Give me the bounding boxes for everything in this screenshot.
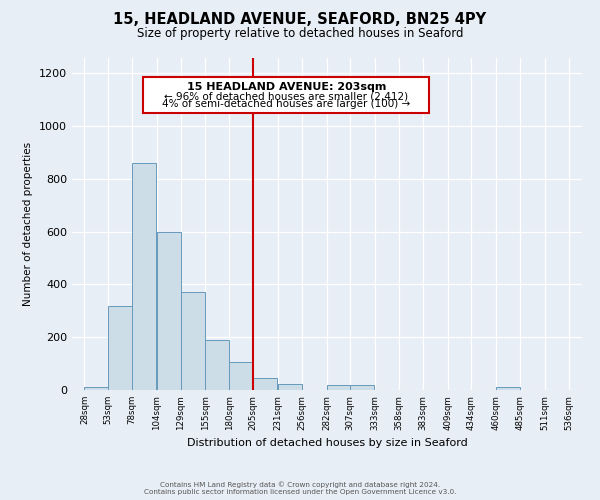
Bar [253,378,277,390]
Text: 15 HEADLAND AVENUE: 203sqm: 15 HEADLAND AVENUE: 203sqm [187,82,386,92]
Bar [496,387,520,390]
FancyBboxPatch shape [143,78,430,113]
Text: 15, HEADLAND AVENUE, SEAFORD, BN25 4PY: 15, HEADLAND AVENUE, SEAFORD, BN25 4PY [113,12,487,28]
Bar [181,292,205,390]
Bar [85,387,108,390]
Y-axis label: Number of detached properties: Number of detached properties [23,142,34,306]
Text: ← 96% of detached houses are smaller (2,412): ← 96% of detached houses are smaller (2,… [164,91,409,101]
Bar [132,163,156,390]
Bar [326,384,350,390]
Text: Size of property relative to detached houses in Seaford: Size of property relative to detached ho… [137,28,463,40]
Bar [205,340,229,390]
X-axis label: Distribution of detached houses by size in Seaford: Distribution of detached houses by size … [187,438,467,448]
Bar [229,362,253,390]
Bar [278,384,302,390]
Text: 4% of semi-detached houses are larger (100) →: 4% of semi-detached houses are larger (1… [163,99,410,109]
Text: Contains HM Land Registry data © Crown copyright and database right 2024.: Contains HM Land Registry data © Crown c… [160,481,440,488]
Bar [350,384,374,390]
Bar [157,232,181,390]
Text: Contains public sector information licensed under the Open Government Licence v3: Contains public sector information licen… [144,489,456,495]
Bar [108,306,132,390]
